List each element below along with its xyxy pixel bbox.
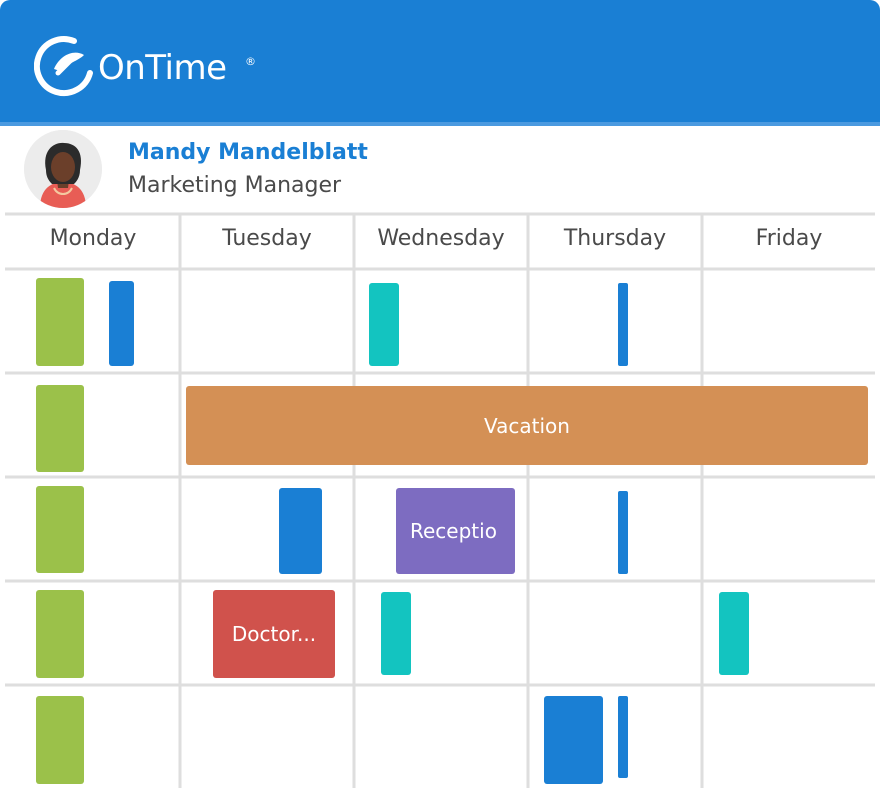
event-block[interactable] xyxy=(109,281,134,366)
person-avatar-icon xyxy=(24,130,102,208)
user-name: Mandy Mandelblatt xyxy=(128,140,368,165)
event-label: Doctor... xyxy=(231,622,317,646)
event-block[interactable] xyxy=(36,696,84,784)
event-block[interactable] xyxy=(36,590,84,678)
event-block[interactable] xyxy=(36,385,84,472)
event-label: Receptio xyxy=(410,519,497,543)
app-header: OnTime ® xyxy=(0,0,880,126)
event-label: Vacation xyxy=(484,413,570,438)
event-block[interactable] xyxy=(719,592,749,675)
event-block[interactable] xyxy=(544,696,603,784)
reception-event[interactable]: Receptio xyxy=(396,488,515,574)
day-header-thursday: Thursday xyxy=(563,226,667,251)
user-title: Marketing Manager xyxy=(128,173,342,198)
ontime-logo-icon xyxy=(34,36,93,96)
day-header-wednesday: Wednesday xyxy=(377,226,505,251)
day-header-friday: Friday xyxy=(755,226,823,251)
doctor-event[interactable]: Doctor... xyxy=(213,590,335,678)
vacation-event[interactable]: Vacation xyxy=(186,386,868,465)
trademark-symbol: ® xyxy=(245,55,256,68)
app-name: OnTime xyxy=(98,48,227,88)
event-block[interactable] xyxy=(369,283,399,366)
event-block[interactable] xyxy=(36,278,84,366)
event-block[interactable] xyxy=(381,592,411,675)
event-block[interactable] xyxy=(279,488,322,574)
event-block[interactable] xyxy=(36,486,84,573)
day-header-monday: Monday xyxy=(49,226,137,251)
event-block[interactable] xyxy=(618,491,628,574)
event-block[interactable] xyxy=(618,696,628,778)
event-block[interactable] xyxy=(618,283,628,366)
day-header-tuesday: Tuesday xyxy=(222,226,312,251)
